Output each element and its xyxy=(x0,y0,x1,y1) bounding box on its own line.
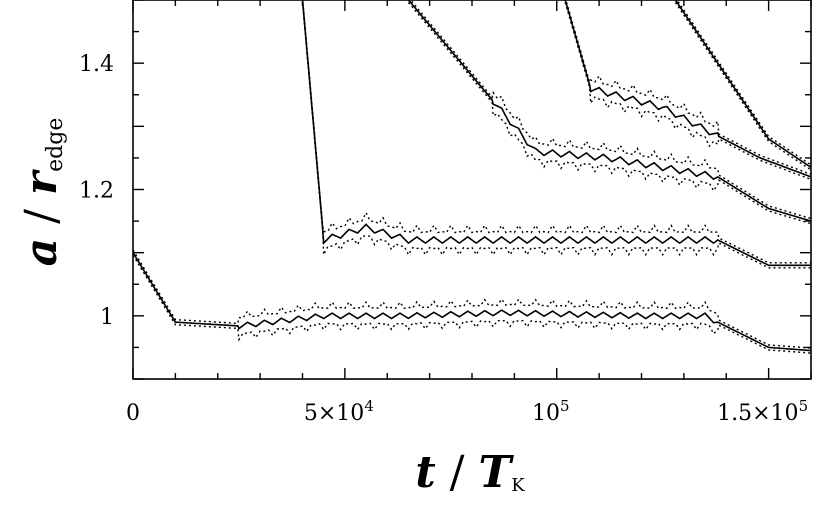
tick-layer: 0 5×104 105 1.5×105 1 1.2 1.4 xyxy=(79,0,812,426)
y-label-symbol: r xyxy=(16,169,67,195)
series-3-line xyxy=(407,0,812,222)
series-2-envelope xyxy=(301,2,811,269)
series-3-envelope xyxy=(409,0,812,220)
series-5-envelope xyxy=(674,2,812,171)
series-5-line xyxy=(674,0,812,169)
series-2-line xyxy=(301,0,811,267)
x-label-symbol: T xyxy=(478,447,514,498)
y-axis-label: a / redge xyxy=(16,118,68,267)
series-4-envelope xyxy=(564,2,812,181)
series-1-envelope xyxy=(132,249,811,349)
series-4-envelope xyxy=(565,0,812,175)
x-tick-label: 1.5×105 xyxy=(717,397,808,426)
x-axis-label: t / TK xyxy=(415,447,525,498)
x-label-main: t xyxy=(415,447,435,498)
series-3-envelope xyxy=(407,2,812,225)
y-tick-label: 1.4 xyxy=(79,52,114,77)
y-tick-label: 1 xyxy=(100,305,114,330)
series-5-envelope xyxy=(676,0,812,166)
x-label-subscript: K xyxy=(511,475,525,496)
y-tick-label: 1.2 xyxy=(79,179,114,204)
series-layer xyxy=(132,0,812,354)
series-4-line xyxy=(564,0,812,178)
x-tick-label: 5×104 xyxy=(304,397,374,426)
y-label-subscript: edge xyxy=(43,118,68,172)
y-label-sep: / xyxy=(16,195,67,238)
plot-frame xyxy=(132,0,812,380)
series-2-envelope xyxy=(302,0,811,264)
x-tick-label: 105 xyxy=(532,397,570,426)
x-tick-label: 0 xyxy=(126,401,140,426)
series-1-line xyxy=(132,252,812,352)
series-1-envelope xyxy=(132,254,812,354)
x-label-sep: / xyxy=(436,447,479,498)
y-label-main: a xyxy=(16,238,67,267)
